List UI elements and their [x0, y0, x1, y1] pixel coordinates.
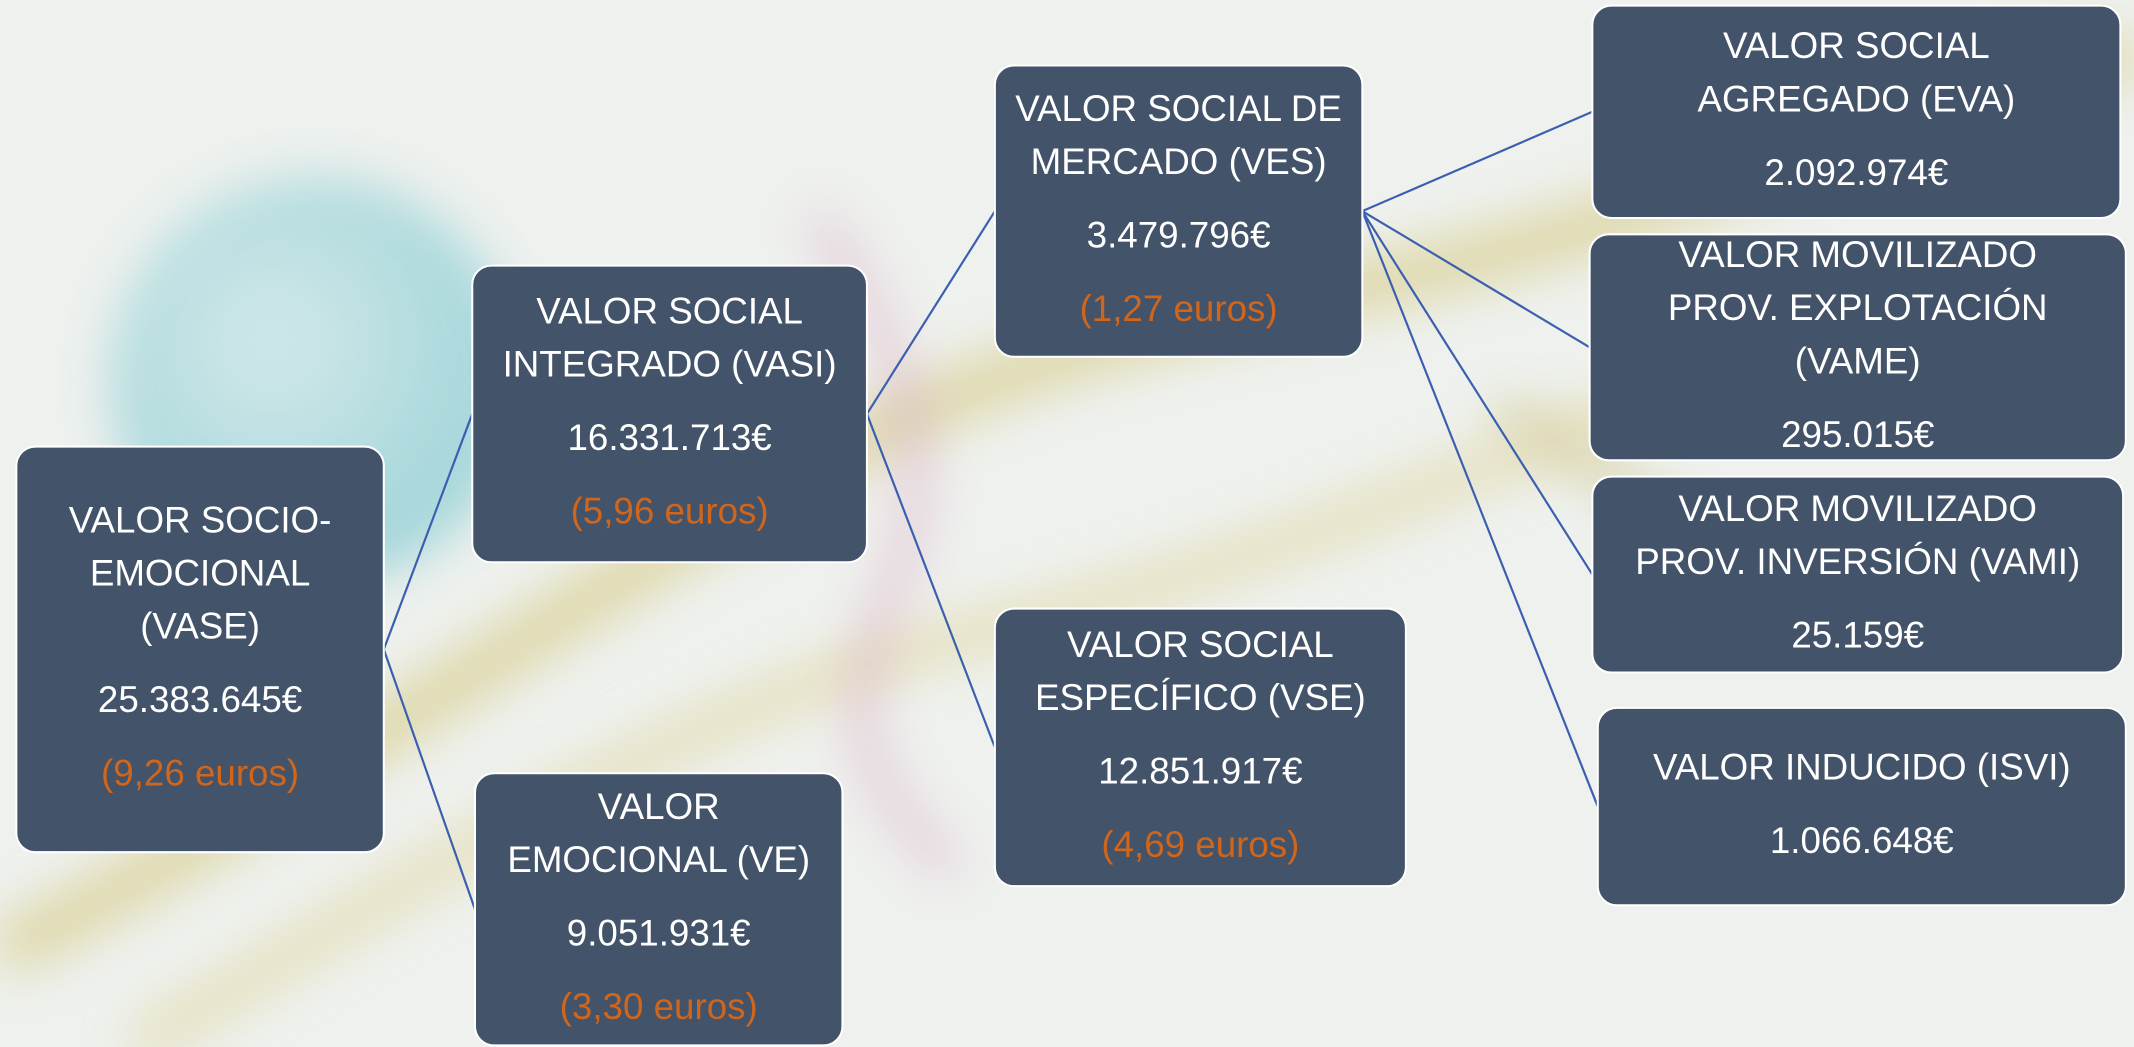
node-label: EMOCIONAL (VE) [507, 839, 810, 880]
node: VALOR SOCIAL ESPECÍFICO (VSE) 12.851.917€ (… [995, 609, 1406, 887]
node-value: 12.851.917€ [1098, 751, 1302, 792]
node-value: 2.092.974€ [1764, 152, 1948, 193]
node-value: 1.066.648€ [1770, 820, 1954, 861]
node-label: EMOCIONAL [90, 553, 310, 594]
node-label: ESPECÍFICO (VSE) [1035, 677, 1366, 718]
node-label: AGREGADO (EVA) [1697, 78, 2015, 119]
node-per-euro: (9,26 euros) [101, 753, 299, 794]
node: VALOR SOCIAL INTEGRADO (VASI) 16.331.713€ (… [472, 266, 867, 563]
node-per-euro: (4,69 euros) [1101, 824, 1299, 865]
node: VALOR MOVILIZADO PROV. INVERSIÓN (VAMI) 25… [1592, 477, 2123, 673]
node-value: 25.159€ [1791, 615, 1924, 656]
node-label: (VASE) [140, 606, 260, 647]
node: VALOR SOCIAL AGREGADO (EVA) 2.092.974€ [1592, 6, 2120, 218]
node-value: 295.015€ [1781, 414, 1934, 455]
node-label: VALOR INDUCIDO (ISVI) [1653, 747, 2071, 788]
node-label: VALOR MOVILIZADO [1678, 234, 2037, 275]
node-label: (VAME) [1795, 340, 1921, 381]
node: VALOR EMOCIONAL (VE) 9.051.931€ (3,30 euros… [475, 773, 842, 1045]
node-value: 16.331.713€ [567, 417, 771, 458]
page: {"nodes": [ {"lines": ["VALOR SOCIO-", "… [0, 0, 2134, 1047]
node-per-euro: (3,30 euros) [560, 986, 758, 1027]
node-label: VALOR SOCIAL DE [1015, 88, 1342, 129]
node: VALOR SOCIAL DE MERCADO (VES) 3.479.796€ (1… [995, 66, 1362, 357]
node-value: 3.479.796€ [1087, 214, 1271, 255]
node-box [1598, 708, 2126, 905]
diagram: VALOR SOCIO- EMOCIONAL (VASE) 25.383.645€ (9… [0, 0, 2134, 1047]
node-label: INTEGRADO (VASI) [503, 344, 837, 385]
node-label: VALOR MOVILIZADO [1678, 488, 2037, 529]
node-label: VALOR SOCIAL [536, 291, 803, 332]
node: VALOR INDUCIDO (ISVI) 1.066.648€ [1598, 708, 2126, 905]
node: VALOR SOCIO- EMOCIONAL (VASE) 25.383.645€ (9… [16, 447, 383, 853]
node-per-euro: (1,27 euros) [1080, 288, 1278, 329]
node: VALOR MOVILIZADO PROV. EXPLOTACIÓN (VAME) 2… [1590, 234, 2126, 460]
node-label: VALOR [598, 786, 720, 827]
node-label: VALOR SOCIAL [1723, 25, 1990, 66]
node-label: VALOR SOCIO- [69, 500, 332, 541]
node-label: PROV. EXPLOTACIÓN [1668, 287, 2048, 328]
node-label: MERCADO (VES) [1031, 141, 1327, 182]
node-label: PROV. INVERSIÓN (VAMI) [1635, 541, 2080, 582]
node-per-euro: (5,96 euros) [571, 491, 769, 532]
node-value: 9.051.931€ [567, 913, 751, 954]
node-value: 25.383.645€ [98, 679, 302, 720]
node-label: VALOR SOCIAL [1067, 624, 1334, 665]
